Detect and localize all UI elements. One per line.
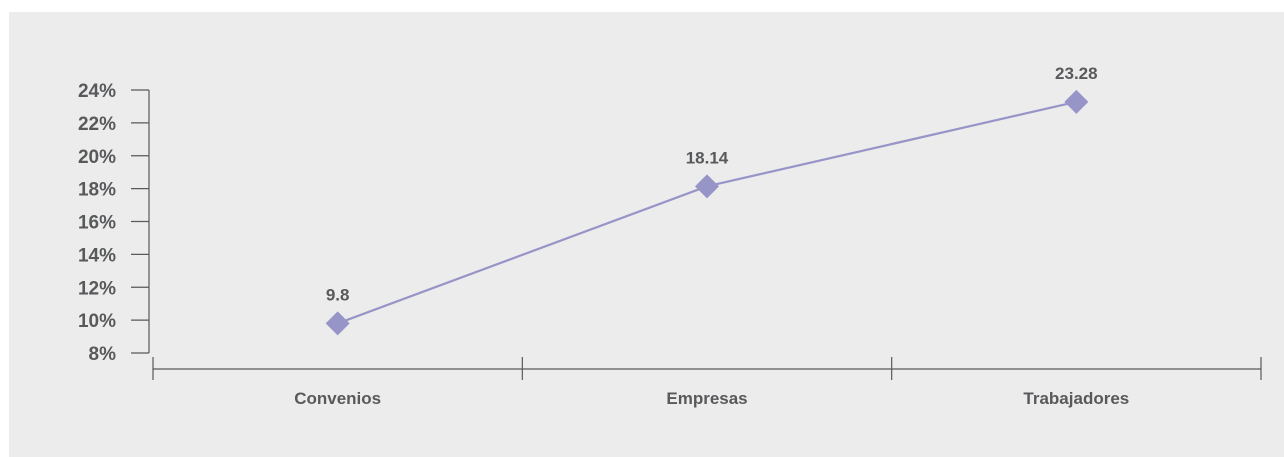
chart-panel: [9, 12, 1284, 457]
x-category-label: Trabajadores: [1023, 389, 1129, 408]
data-label: 9.8: [326, 285, 350, 304]
y-tick-label: 10%: [78, 311, 116, 332]
y-tick-label: 24%: [78, 81, 116, 102]
data-point-marker: [325, 311, 350, 336]
data-point-marker: [1064, 89, 1089, 114]
data-label: 23.28: [1055, 64, 1098, 83]
y-tick-label: 22%: [78, 114, 116, 135]
y-tick-label: 8%: [89, 344, 117, 365]
data-label: 18.14: [686, 148, 729, 167]
y-tick-label: 12%: [78, 278, 116, 299]
y-tick-label: 20%: [78, 147, 116, 168]
y-tick-label: 18%: [78, 180, 116, 201]
y-tick-label: 14%: [78, 245, 116, 266]
series-line: [337, 100, 1077, 325]
x-category-label: Empresas: [666, 389, 747, 408]
x-category-label: Convenios: [294, 389, 381, 408]
data-point-marker: [695, 174, 719, 199]
y-tick-label: 16%: [78, 213, 116, 234]
